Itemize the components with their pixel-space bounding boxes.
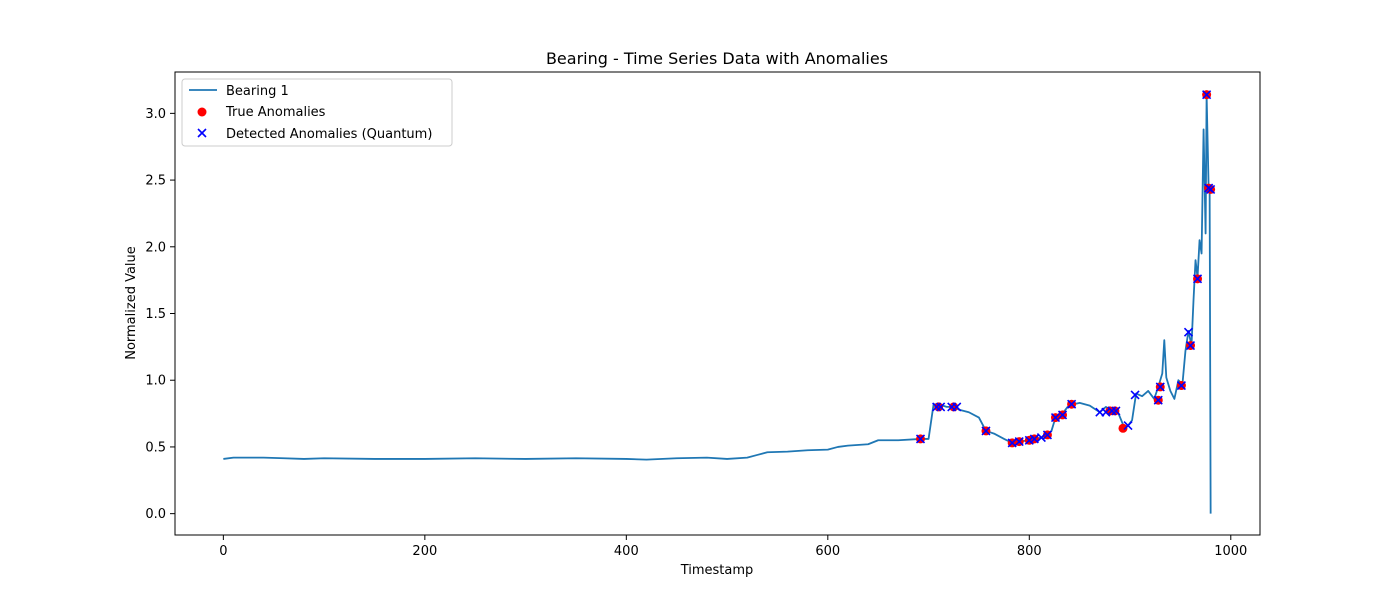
plot-frame: [174, 71, 1261, 536]
true-anomaly-point: [1118, 423, 1128, 433]
detected-anomaly-point: [1176, 380, 1186, 391]
legend: Bearing 1 True Anomalies Detected Anomal…: [181, 78, 453, 147]
detected-anomaly-point: [1111, 406, 1121, 416]
x-tick-label: 0: [219, 544, 227, 559]
true-anomaly-point: [949, 402, 959, 412]
y-axis-title: Normalized Value: [124, 246, 139, 360]
detected-anomaly-point: [915, 434, 926, 444]
detected-anomaly-point: [1155, 382, 1165, 392]
y-tick-label: 0.0: [145, 507, 166, 522]
detected-anomaly-point: [1042, 430, 1052, 440]
detected-anomaly-point: [1057, 410, 1068, 420]
detected-anomaly-point: [1014, 437, 1024, 447]
legend-label-true-anomalies: True Anomalies: [225, 105, 326, 120]
detected-anomaly-point: [1153, 395, 1163, 405]
detected-anomaly-point: [1007, 438, 1017, 448]
y-tick-label: 1.0: [145, 374, 166, 389]
detected-anomaly-point: [1130, 390, 1140, 400]
legend-detected-anomaly-swatch: [197, 128, 207, 138]
legend-true-anomaly-swatch: [197, 107, 207, 117]
legend-label-bearing: Bearing 1: [226, 84, 289, 99]
plot-area: [174, 71, 1261, 536]
detected-anomaly-point: [1123, 421, 1133, 431]
legend-box: [181, 78, 453, 147]
detected-anomaly-point: [1029, 434, 1039, 444]
y-tick-label: 0.5: [145, 440, 166, 455]
legend-label-detected-anomalies: Detected Anomalies (Quantum): [226, 127, 432, 142]
y-tick-label: 2.5: [145, 174, 166, 189]
detected-anomaly-point: [952, 402, 962, 412]
y-tick-label: 3.0: [145, 107, 166, 122]
detected-anomaly-point: [932, 402, 942, 412]
series-layer: [223, 90, 1216, 514]
detected-anomaly-point: [936, 402, 946, 412]
x-tick-label: 400: [614, 544, 639, 559]
x-tick-label: 1000: [1214, 544, 1247, 559]
detected-anomaly-point: [981, 426, 991, 436]
detected-anomaly-point: [1107, 406, 1117, 416]
x-axis-ticks: 0 200 400 600 800 1000: [219, 535, 1247, 559]
x-axis-title: Timestamp: [680, 563, 754, 578]
x-tick-label: 200: [412, 544, 437, 559]
detected-anomaly-point: [1192, 274, 1203, 284]
x-tick-label: 600: [815, 544, 840, 559]
detected-anomaly-point: [1183, 327, 1194, 337]
y-tick-label: 2.0: [145, 240, 166, 255]
true-anomaly-point: [934, 402, 944, 412]
detected-anomaly-point: [1185, 340, 1196, 351]
x-tick-label: 800: [1017, 544, 1042, 559]
detected-anomaly-point: [1036, 433, 1046, 443]
detected-anomaly-point: [1202, 90, 1212, 100]
detected-anomaly-point: [1067, 399, 1077, 409]
y-axis-ticks: 0.0 0.5 1.0 1.5 2.0 2.5 3.0: [145, 107, 175, 522]
chart-title: Bearing - Time Series Data with Anomalie…: [546, 49, 888, 68]
y-tick-label: 1.5: [145, 307, 166, 322]
detected-anomaly-point: [1050, 413, 1061, 423]
detected-anomaly-point: [1206, 184, 1216, 194]
